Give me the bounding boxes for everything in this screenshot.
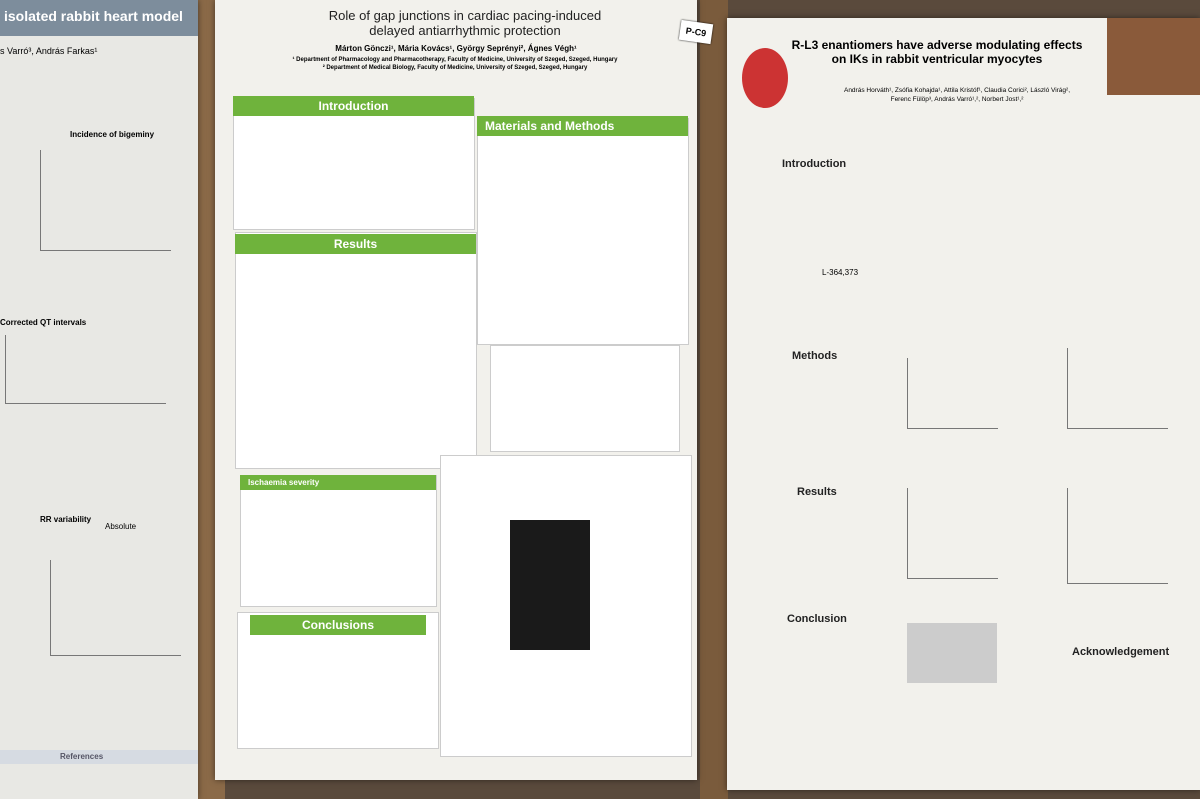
micrograph <box>510 520 590 650</box>
logo <box>742 48 788 108</box>
poster-label: P-C9 <box>678 19 714 45</box>
section-heading: Ischaemia severity <box>240 475 436 490</box>
heading: Incidence of bigeminy <box>70 130 155 139</box>
author-line: Ferenc Fülöp³, András Varró¹,², Norbert … <box>890 96 1024 103</box>
plot-decoration <box>1067 488 1168 584</box>
title: R-L3 enantiomers have adverse modulating… <box>791 38 1083 66</box>
plot-decoration <box>1067 348 1168 429</box>
panel <box>240 475 437 607</box>
affiliation: ¹ Department of Pharmacology and Pharmac… <box>292 57 618 63</box>
panel <box>235 232 477 469</box>
affiliations: ¹ Department of Pharmacology and Pharmac… <box>255 56 655 72</box>
heading: Absolute <box>105 522 137 531</box>
trace-decoration <box>907 358 998 429</box>
left-poster: isolated rabbit heart model s Varró³, An… <box>0 0 198 799</box>
section-heading: Conclusion <box>787 613 847 625</box>
heading: References <box>60 752 104 761</box>
heading: RR variability <box>40 515 92 524</box>
title: isolated rabbit heart model <box>4 8 183 24</box>
right-poster: R-L3 enantiomers have adverse modulating… <box>727 18 1200 790</box>
authors: s Varró³, András Farkas¹ <box>0 46 98 56</box>
panel <box>490 345 680 452</box>
affiliation: ² Department of Medical Biology, Faculty… <box>322 65 588 71</box>
plot-decoration <box>50 560 181 656</box>
panel <box>233 98 475 230</box>
author-line: András Horváth¹, Zsófia Kohajda¹, Attila… <box>843 87 1071 94</box>
heading: Corrected QT intervals <box>0 318 87 327</box>
board-frame <box>700 0 728 799</box>
plot-decoration <box>5 335 166 404</box>
title-bar <box>0 0 198 36</box>
section-heading: Results <box>235 234 476 254</box>
center-poster: Role of gap junctions in cardiac pacing-… <box>215 0 697 780</box>
section-heading: Introduction <box>233 96 474 116</box>
building-photo <box>1107 18 1200 95</box>
section-heading: Materials and Methods <box>477 116 688 136</box>
section-heading: Introduction <box>782 158 847 170</box>
plot-decoration <box>40 150 171 251</box>
section-heading: Conclusions <box>250 615 426 635</box>
authors: Márton Gönczi¹, Mária Kovács¹, György Se… <box>335 44 577 53</box>
trace-decoration <box>907 488 998 579</box>
panel <box>477 118 689 345</box>
title: Role of gap junctions in cardiac pacing-… <box>328 8 602 38</box>
section-heading: Acknowledgement <box>1072 646 1170 658</box>
section-heading: Methods <box>792 350 838 362</box>
section-heading: Results <box>797 486 837 498</box>
authors: András Horváth¹, Zsófia Kohajda¹, Attila… <box>797 86 1117 104</box>
compound-label: L-364,373 <box>822 268 859 277</box>
micrograph <box>907 623 997 683</box>
section-bar <box>0 750 198 764</box>
